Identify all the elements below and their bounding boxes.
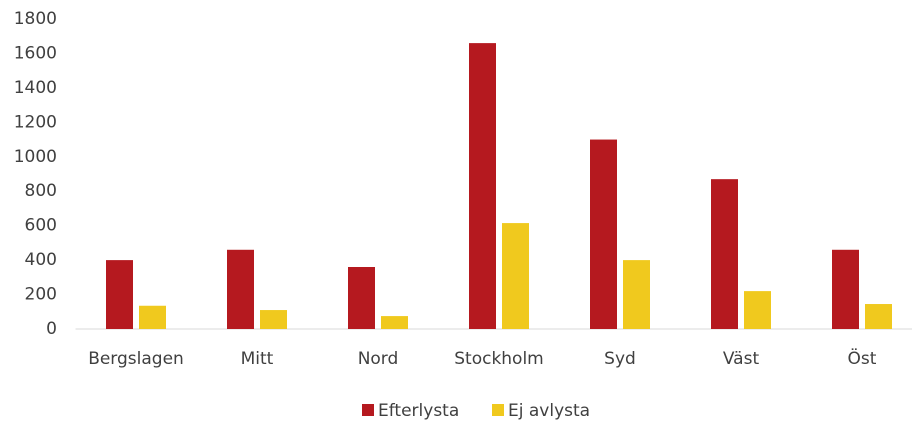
bar bbox=[381, 316, 408, 329]
legend-swatch bbox=[362, 404, 374, 416]
bar bbox=[832, 249, 859, 329]
y-tick-label: 1000 bbox=[14, 147, 57, 167]
bar bbox=[139, 305, 166, 329]
x-tick-label: Stockholm bbox=[454, 349, 544, 369]
x-tick-label: Bergslagen bbox=[88, 349, 184, 369]
x-tick-label: Nord bbox=[358, 349, 399, 369]
bar bbox=[865, 304, 892, 329]
x-tick-label: Väst bbox=[723, 349, 760, 369]
bar bbox=[348, 267, 375, 329]
bar bbox=[590, 139, 617, 329]
y-tick-label: 0 bbox=[46, 319, 57, 339]
x-tick-label: Öst bbox=[848, 347, 877, 369]
bar bbox=[106, 260, 133, 329]
y-tick-label: 600 bbox=[25, 216, 57, 236]
bar bbox=[502, 223, 529, 329]
y-tick-label: 1200 bbox=[14, 112, 57, 132]
bar bbox=[260, 310, 287, 329]
bar bbox=[469, 43, 496, 329]
y-tick-label: 800 bbox=[25, 181, 57, 201]
legend-label: Ej avlysta bbox=[508, 401, 590, 421]
bar bbox=[227, 249, 254, 329]
bar bbox=[711, 179, 738, 329]
legend-swatch bbox=[492, 404, 504, 416]
bar bbox=[744, 291, 771, 329]
x-tick-label: Mitt bbox=[241, 349, 274, 369]
bar bbox=[623, 260, 650, 329]
y-tick-label: 1800 bbox=[14, 9, 57, 29]
y-tick-label: 1400 bbox=[14, 78, 57, 98]
y-tick-label: 400 bbox=[25, 250, 57, 270]
y-tick-label: 200 bbox=[25, 285, 57, 305]
y-tick-label: 1600 bbox=[14, 43, 57, 63]
legend-label: Efterlysta bbox=[378, 401, 459, 421]
x-tick-label: Syd bbox=[604, 349, 636, 369]
